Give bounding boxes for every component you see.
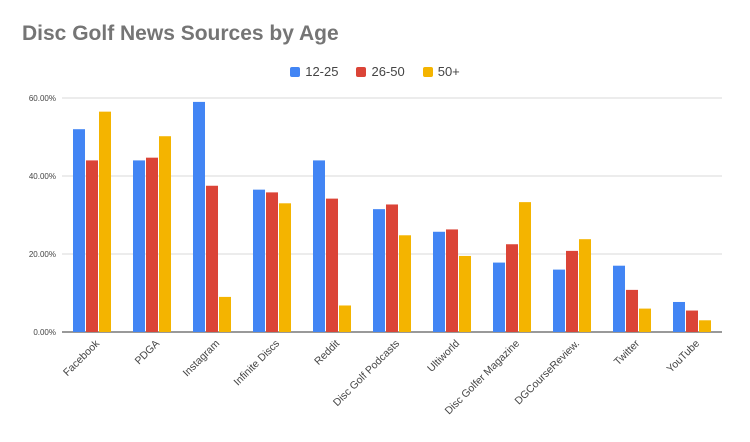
bar-26-50 — [86, 160, 98, 332]
bar-12-25 — [193, 101, 205, 333]
bar-26-50 — [506, 244, 518, 332]
x-tick-label: DGCourseReview. — [513, 338, 583, 408]
bar-26-50 — [206, 185, 218, 332]
bar-50+ — [99, 111, 111, 333]
bar-12-25 — [133, 160, 145, 332]
legend-label: 26-50 — [371, 64, 405, 79]
legend-swatch — [356, 66, 367, 77]
legend-item: 50+ — [422, 64, 460, 79]
bar-26-50 — [326, 198, 338, 332]
x-tick-label: Twitter — [612, 337, 643, 368]
x-tick-label: Disc Golf Podcasts — [331, 338, 402, 409]
bar-26-50 — [626, 289, 638, 332]
bar-12-25 — [73, 129, 85, 332]
bar-50+ — [159, 136, 171, 332]
bar-50+ — [219, 296, 231, 332]
bar-12-25 — [673, 301, 685, 332]
bar-26-50 — [146, 157, 158, 332]
bar-26-50 — [266, 192, 278, 332]
bar-12-25 — [493, 262, 505, 332]
legend-label: 12-25 — [305, 64, 339, 79]
bar-50+ — [459, 255, 471, 332]
x-tick-label: YouTube — [664, 338, 702, 376]
bar-26-50 — [566, 250, 578, 332]
bar-50+ — [579, 239, 591, 332]
bar-50+ — [399, 235, 411, 332]
legend-swatch — [422, 66, 433, 77]
bar-50+ — [279, 203, 291, 332]
legend: 12-25 26-50 50+ — [0, 64, 750, 79]
bar-50+ — [699, 320, 711, 332]
bar-26-50 — [686, 310, 698, 332]
x-tick-label: Instagram — [181, 337, 223, 379]
legend-label: 50+ — [437, 64, 460, 79]
y-tick-label: 40.00% — [29, 172, 56, 181]
legend-item: 12-25 — [290, 64, 338, 79]
bar-12-25 — [253, 189, 265, 332]
bar-50+ — [339, 305, 351, 332]
bar-50+ — [519, 202, 531, 332]
x-tick-label: Ultiworld — [425, 338, 462, 375]
legend-swatch — [290, 66, 301, 77]
bar-12-25 — [433, 231, 445, 332]
bar-12-25 — [613, 265, 625, 332]
x-tick-label: Reddit — [312, 338, 342, 368]
chart-title: Disc Golf News Sources by Age — [22, 22, 339, 45]
y-tick-label: 60.00% — [29, 94, 56, 103]
bar-12-25 — [553, 269, 565, 332]
y-tick-label: 20.00% — [29, 250, 56, 259]
x-tick-label: PDGA — [133, 338, 163, 368]
x-tick-label: Facebook — [61, 337, 103, 379]
bar-26-50 — [386, 204, 398, 332]
x-tick-label: Infinite Discs — [232, 338, 283, 389]
bar-26-50 — [446, 229, 458, 332]
bar-50+ — [639, 308, 651, 332]
y-tick-label: 0.00% — [33, 328, 56, 337]
bar-12-25 — [313, 160, 325, 332]
bar-12-25 — [373, 209, 385, 332]
legend-item: 26-50 — [356, 64, 405, 79]
